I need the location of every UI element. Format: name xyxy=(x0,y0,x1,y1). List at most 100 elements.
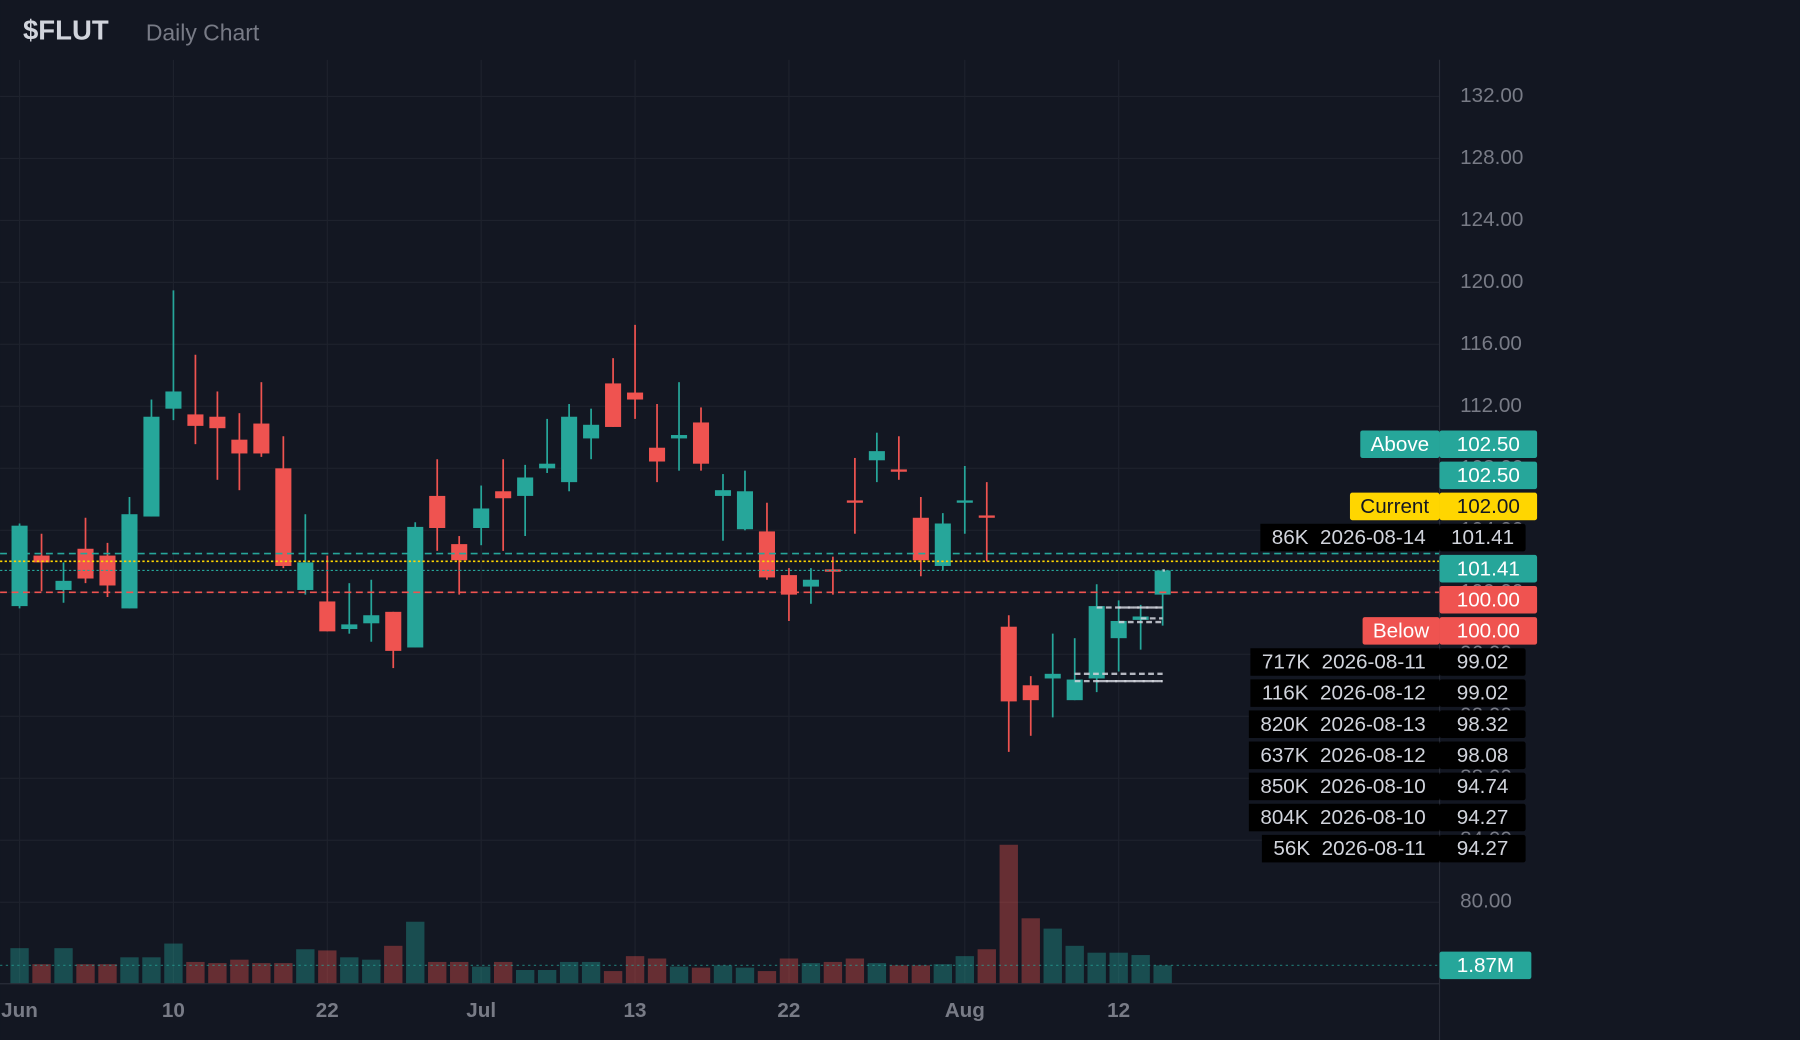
candle-body xyxy=(77,548,94,579)
candle-body xyxy=(165,391,182,409)
volume-bar xyxy=(845,958,865,984)
candle-body xyxy=(451,544,468,561)
volume-bar xyxy=(911,965,931,984)
candle-body xyxy=(605,383,622,427)
candle-body xyxy=(517,477,534,496)
volume-bar xyxy=(889,965,909,984)
x-tick-label: 13 xyxy=(624,999,647,1022)
price-label-box xyxy=(1439,834,1526,863)
volume-bar xyxy=(296,949,315,984)
candle-body xyxy=(319,601,336,632)
volume-bar xyxy=(142,957,161,984)
candle-body xyxy=(385,611,402,651)
volume-label-box xyxy=(1439,951,1532,980)
candle-body xyxy=(341,624,358,630)
volume-level-date: 2026-08-12 xyxy=(1320,744,1426,767)
volume-level-date: 2026-08-11 xyxy=(1322,837,1426,860)
volume-bar xyxy=(1087,952,1106,984)
price-label-text: 101.41 xyxy=(1457,557,1520,580)
volume-bar xyxy=(208,963,227,984)
price-label-box xyxy=(1439,461,1538,490)
candle-body xyxy=(649,447,666,462)
price-label-box xyxy=(1439,430,1538,459)
price-label-box xyxy=(1439,741,1526,770)
volume-bar xyxy=(999,844,1018,984)
volume-bar xyxy=(537,969,557,984)
price-label-text: 102.00 xyxy=(1457,495,1520,518)
price-label-box xyxy=(1439,648,1526,676)
candle-body xyxy=(407,526,424,648)
volume-bar xyxy=(1131,955,1150,984)
volume-bar xyxy=(362,959,381,984)
price-label-text: 100.00 xyxy=(1457,619,1520,642)
price-label-box xyxy=(1439,679,1526,707)
candle-body xyxy=(714,490,732,496)
price-label-box xyxy=(1439,523,1526,552)
volume-bar xyxy=(98,964,117,984)
candle-body xyxy=(1066,679,1083,701)
price-label-box xyxy=(1439,617,1538,645)
volume-bar xyxy=(252,963,271,984)
candle-body xyxy=(231,439,248,454)
candle-body xyxy=(890,469,907,472)
candle-body xyxy=(1088,606,1105,679)
candle-body xyxy=(583,424,600,439)
volume-bar xyxy=(32,964,51,984)
price-label-text: 102.50 xyxy=(1457,464,1520,487)
volume-level-box xyxy=(1261,834,1440,863)
price-label-text: 98.08 xyxy=(1457,744,1509,767)
price-label: 99.02 xyxy=(1439,679,1526,707)
volume-bar xyxy=(428,961,447,984)
price-label-box xyxy=(1439,586,1538,614)
name-label: Above xyxy=(1360,430,1440,459)
candle-body xyxy=(692,422,710,464)
volume-bar xyxy=(120,957,139,984)
candle-body xyxy=(297,562,314,590)
candle-body xyxy=(627,392,644,400)
candle-body xyxy=(55,580,72,590)
candle-body xyxy=(670,435,688,439)
price-label: 94.27 xyxy=(1439,803,1526,832)
name-label-text: Above xyxy=(1371,433,1430,456)
candle-body xyxy=(912,517,929,561)
candle-body xyxy=(539,463,556,469)
candle-body xyxy=(495,491,512,499)
volume-level-label: 2026-08-13 820K xyxy=(1248,710,1440,738)
price-label-text: 99.02 xyxy=(1457,682,1509,705)
candle-body xyxy=(1154,570,1171,595)
volume-bar xyxy=(559,961,579,984)
candle-body xyxy=(956,500,973,503)
chart-title: $FLUT xyxy=(23,14,109,45)
volume-level-label: 2026-08-11 56K xyxy=(1261,834,1440,863)
volume-bar xyxy=(603,971,623,984)
price-label: 98.08 xyxy=(1439,741,1526,770)
volume-bar xyxy=(384,945,403,984)
volume-bar xyxy=(186,961,205,984)
candle-body xyxy=(11,525,28,607)
name-label-box xyxy=(1349,492,1440,521)
price-label-box xyxy=(1439,803,1526,832)
candle-body xyxy=(429,495,446,528)
volume-bar xyxy=(867,963,887,984)
volume-bar xyxy=(779,958,799,984)
volume-bar xyxy=(406,921,425,984)
name-label-text: Below xyxy=(1373,619,1429,642)
volume-bar xyxy=(1153,965,1172,984)
candle-body xyxy=(561,416,578,483)
volume-level-label: 2026-08-10 804K xyxy=(1248,803,1440,832)
x-tick-label: Aug xyxy=(945,999,985,1022)
y-tick-label: 120.00 xyxy=(1460,270,1523,293)
volume-level-date: 2026-08-12 xyxy=(1320,682,1426,705)
price-label: 100.00 xyxy=(1439,586,1538,614)
price-label-text: 94.74 xyxy=(1457,775,1509,798)
y-tick-label: 80.00 xyxy=(1460,890,1512,913)
volume-bar xyxy=(274,963,293,984)
volume-bar xyxy=(1065,945,1084,984)
y-tick-label: 116.00 xyxy=(1460,332,1522,355)
price-label: 94.74 xyxy=(1439,772,1526,801)
volume-level-label: 2026-08-12 116K xyxy=(1250,679,1440,707)
price-label-box xyxy=(1439,710,1526,738)
name-label-box xyxy=(1362,617,1440,645)
chart-subtitle: Daily Chart xyxy=(146,19,260,45)
price-label: 102.50 xyxy=(1439,461,1538,490)
